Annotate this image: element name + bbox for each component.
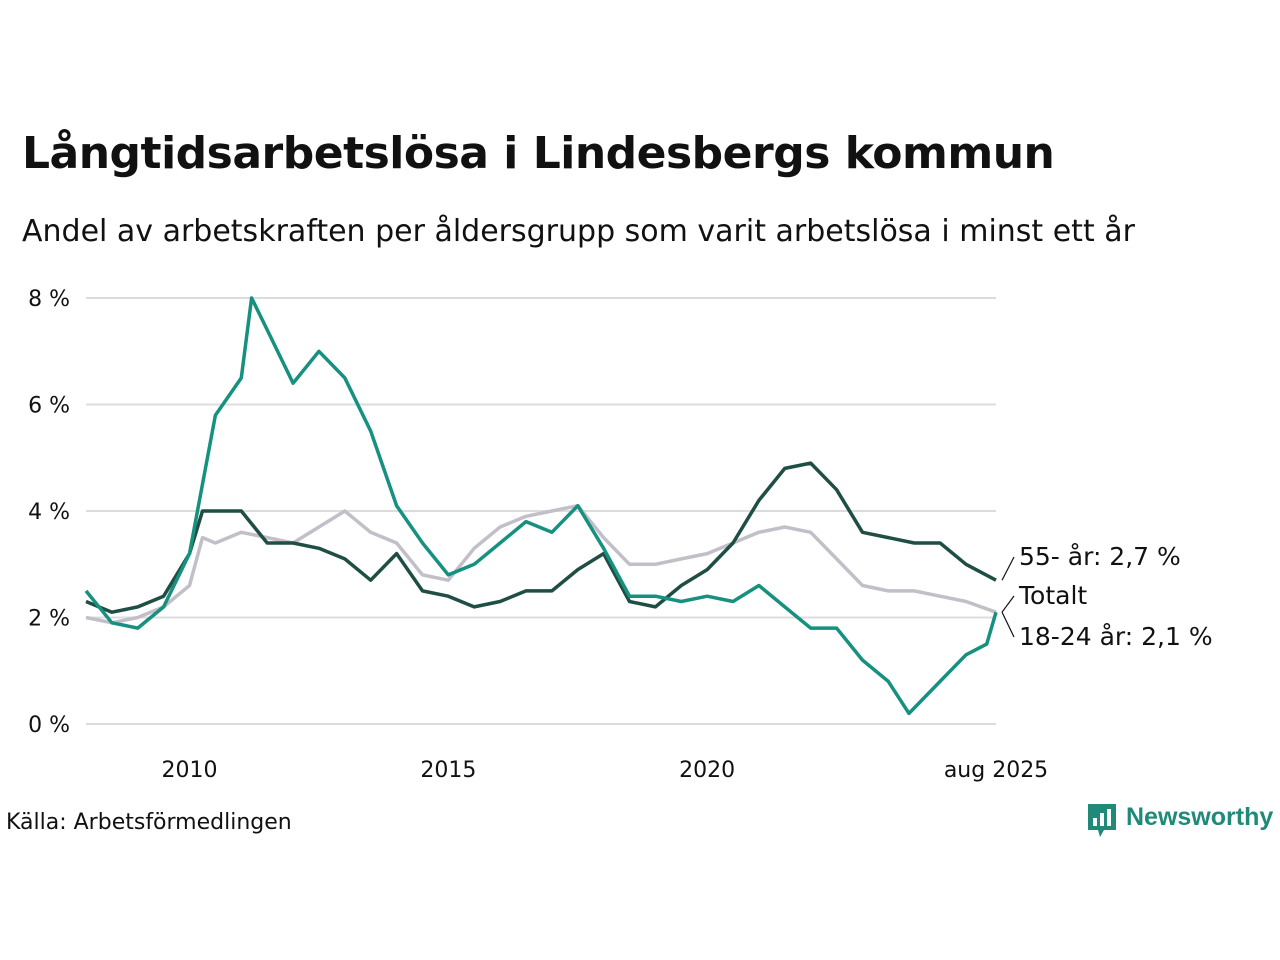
label-leader-line (1001, 595, 1015, 613)
x-tick-label: aug 2025 (944, 758, 1048, 783)
series-line-0 (85, 503, 997, 625)
y-tick-label: 2 % (28, 607, 70, 632)
series-line-2 (84, 296, 998, 716)
y-tick-label: 8 % (28, 287, 70, 312)
series-line-1 (85, 461, 997, 614)
brand-name: Newsworthy (1126, 803, 1274, 831)
x-tick-label: 2010 (162, 758, 218, 783)
y-tick-label: 0 % (28, 713, 70, 738)
series-end-label: 55- år: 2,7 % (1019, 542, 1181, 571)
y-axis-tick-labels: 0 % 2 % 4 % 6 % 8 % (28, 287, 70, 738)
chart-title: Långtidsarbetslösa i Lindesbergs kommun (22, 128, 1055, 179)
chart-subtitle: Andel av arbetskraften per åldersgrupp s… (22, 214, 1135, 249)
y-tick-label: 4 % (28, 500, 70, 525)
series-end-label: 18-24 år: 2,1 % (1019, 622, 1213, 651)
label-leader-line (1001, 556, 1015, 581)
series-lines (84, 296, 998, 716)
source-note: Källa: Arbetsförmedlingen (6, 810, 292, 835)
x-axis-tick-labels: 2010 2015 2020 aug 2025 (162, 758, 1049, 783)
gridlines (86, 297, 996, 725)
newsworthy-logo-icon (1088, 803, 1116, 837)
x-tick-label: 2015 (420, 758, 476, 783)
brand-logo[interactable]: Newsworthy (1088, 803, 1274, 837)
x-tick-label: 2020 (679, 758, 735, 783)
series-end-label: Totalt (1018, 581, 1087, 610)
label-leader-line (1001, 611, 1015, 638)
series-end-labels: Totalt 55- år: 2,7 % 18-24 år: 2,1 % (1001, 542, 1213, 651)
y-tick-label: 6 % (28, 394, 70, 419)
